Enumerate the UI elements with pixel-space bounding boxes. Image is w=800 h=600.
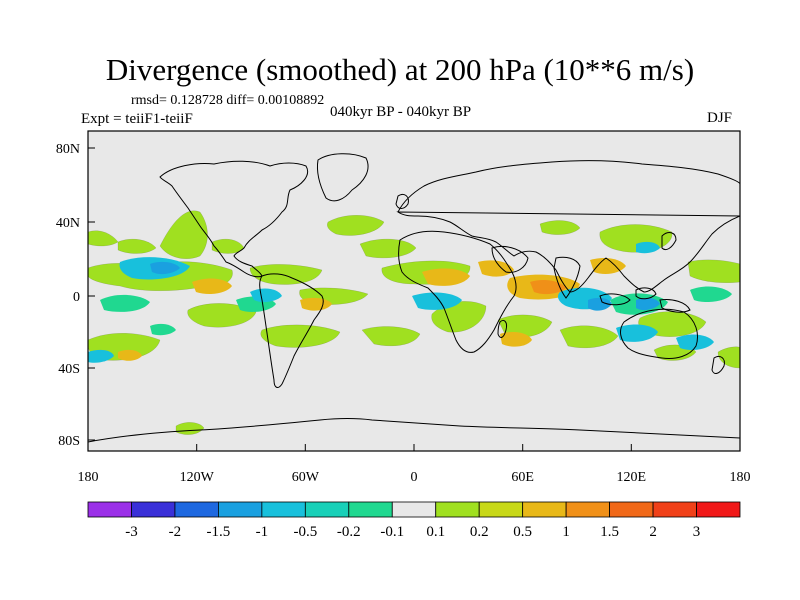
colorbar-label: -0.1 bbox=[380, 524, 404, 540]
colorbar-label: 3 bbox=[693, 524, 701, 540]
stats-label: rmsd= 0.128728 diff= 0.00108892 bbox=[131, 93, 325, 108]
colorbar-swatch bbox=[348, 501, 393, 518]
colorbar-swatch bbox=[304, 501, 350, 518]
coastlines bbox=[88, 153, 740, 443]
colorbar-swatch bbox=[217, 501, 263, 518]
colorbar-swatch bbox=[609, 501, 654, 518]
colorbar-label: -0.5 bbox=[293, 524, 317, 540]
period-label: 040kyr BP - 040kyr BP bbox=[330, 104, 472, 120]
colorbar-label: 0.1 bbox=[426, 524, 445, 540]
lat-tick-label: 80S bbox=[58, 434, 80, 449]
colorbar-swatch bbox=[435, 501, 480, 518]
lat-tick-label: 0 bbox=[73, 290, 80, 305]
colorbar-label: -2 bbox=[169, 524, 182, 540]
colorbar-label: -1 bbox=[256, 524, 269, 540]
colorbar-label: -0.2 bbox=[337, 524, 361, 540]
lat-tick-label: 40N bbox=[56, 216, 80, 231]
colorbar-swatch bbox=[174, 501, 219, 518]
colorbar-label: 2 bbox=[649, 524, 657, 540]
colorbar-swatch bbox=[261, 501, 306, 518]
colorbar-label: 0.5 bbox=[513, 524, 532, 540]
colorbar-label: 0.2 bbox=[470, 524, 489, 540]
colorbar-swatch bbox=[696, 501, 741, 518]
season-label: DJF bbox=[707, 110, 733, 126]
experiment-label: Expt = teiiF1-teiiF bbox=[81, 111, 193, 127]
colorbar-swatch bbox=[522, 501, 567, 518]
colorbar-label: 1.5 bbox=[600, 524, 619, 540]
longitude-axis: 180 120W 60W 0 60E 120E 180 bbox=[78, 444, 751, 485]
colorbar-swatch bbox=[391, 501, 437, 518]
lon-tick-label: 120E bbox=[617, 470, 647, 485]
colorbar: -3 -2 -1.5 -1 -0.5 -0.2 -0.1 0.1 0.2 0.5 1 1.5 2 3 bbox=[87, 501, 741, 540]
lon-tick-label: 60E bbox=[511, 470, 534, 485]
lon-tick-label: 180 bbox=[730, 470, 751, 485]
lon-tick-label: 0 bbox=[411, 470, 418, 485]
map-title: Divergence (smoothed) at 200 hPa (10**6 … bbox=[105, 52, 695, 87]
colorbar-label: 1 bbox=[562, 524, 570, 540]
lat-tick-label: 40S bbox=[58, 362, 80, 377]
lon-tick-label: 180 bbox=[78, 470, 99, 485]
colorbar-swatch bbox=[565, 501, 611, 518]
colorbar-label: -1.5 bbox=[207, 524, 231, 540]
lon-tick-label: 120W bbox=[180, 470, 215, 485]
colorbar-label: -3 bbox=[125, 524, 138, 540]
colorbar-swatch bbox=[478, 501, 524, 518]
colorbar-swatch bbox=[131, 501, 176, 518]
divergence-field bbox=[88, 210, 740, 435]
lon-tick-label: 60W bbox=[292, 470, 320, 485]
lat-tick-label: 80N bbox=[56, 142, 80, 157]
latitude-axis: 80N 40N 0 40S 80S bbox=[56, 142, 95, 449]
colorbar-swatch bbox=[87, 501, 132, 518]
colorbar-swatch bbox=[652, 501, 697, 518]
